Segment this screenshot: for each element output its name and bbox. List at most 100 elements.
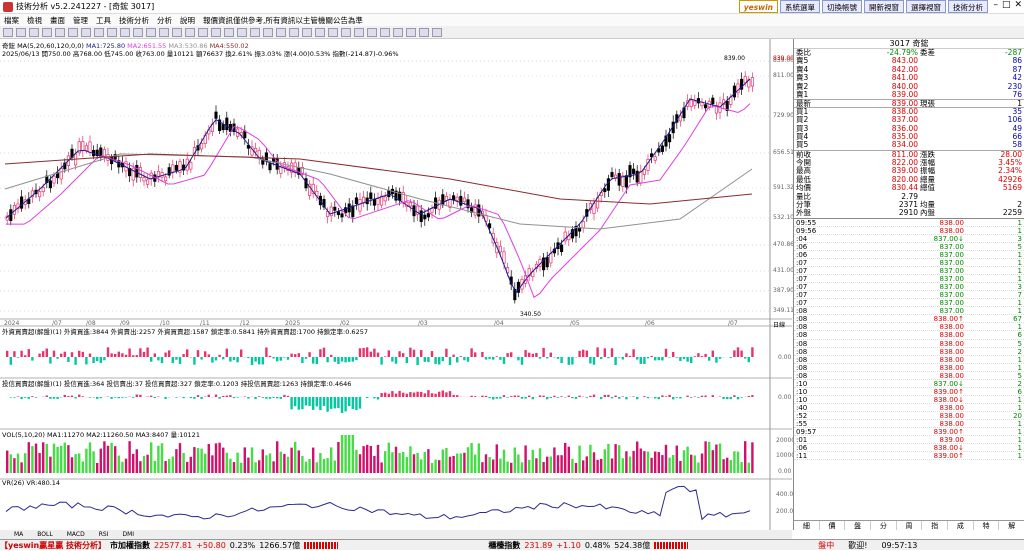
technical-analysis-button[interactable]: 技術分析 — [948, 0, 988, 13]
quote-tab[interactable]: 分 — [871, 521, 897, 530]
quote-tab[interactable]: 價 — [820, 521, 846, 530]
tab-macd[interactable]: MACD — [67, 531, 85, 538]
tick-price: 837.00 — [838, 299, 964, 306]
tab-ma[interactable]: MA — [14, 531, 23, 538]
foreign-bar — [92, 357, 94, 363]
trust-bar — [136, 395, 138, 397]
volume-bar — [53, 444, 55, 473]
candle-body — [60, 168, 62, 179]
toolbar-button-icon[interactable] — [302, 28, 312, 37]
chart-area[interactable]: 奇鋐 MA(5,20,60,120,0,0) MA1:725.80 MA2:65… — [0, 39, 792, 530]
tick-time: :07 — [794, 259, 838, 266]
foreign-bar — [416, 357, 418, 365]
toolbar-button-icon[interactable] — [237, 28, 247, 37]
toolbar-button-icon[interactable] — [68, 28, 78, 37]
quote-tab[interactable]: 盤 — [845, 521, 871, 530]
candle-body — [139, 167, 141, 177]
toolbar-button-icon[interactable] — [276, 28, 286, 37]
candle-body — [704, 105, 706, 108]
candlestick-chart[interactable] — [0, 39, 792, 530]
foreign-bar — [128, 348, 130, 357]
tick-row: :08 838.00 2 — [794, 348, 1024, 356]
toolbar-button-icon[interactable] — [133, 28, 143, 37]
tick-price: 838.00 — [838, 340, 964, 347]
toolbar-button-icon[interactable] — [107, 28, 117, 37]
low-label: 340.50 — [520, 311, 541, 318]
menu-help[interactable]: 說明 — [180, 15, 195, 26]
toolbar-button-icon[interactable] — [3, 28, 13, 37]
select-window-button[interactable]: 選擇視窗 — [906, 0, 946, 13]
volume-bar — [596, 460, 598, 473]
toolbar-button-icon[interactable] — [432, 28, 442, 37]
toolbar-button-icon[interactable] — [172, 28, 182, 37]
volume-bar — [474, 455, 476, 473]
maximize-icon[interactable]: □ — [1002, 0, 1011, 10]
new-window-button[interactable]: 開新視窗 — [864, 0, 904, 13]
toolbar-button-icon[interactable] — [81, 28, 91, 37]
bid-row[interactable]: 買5 834.00 58 — [794, 141, 1024, 149]
tab-dmi[interactable]: DMI — [122, 531, 134, 538]
foreign-bar — [319, 349, 321, 357]
toolbar-button-icon[interactable] — [406, 28, 416, 37]
menu-manage[interactable]: 管理 — [73, 15, 88, 26]
toolbar-button-icon[interactable] — [367, 28, 377, 37]
toolbar-button-icon[interactable] — [42, 28, 52, 37]
toolbar-button-icon[interactable] — [289, 28, 299, 37]
tick-price: 837.00 — [838, 291, 964, 298]
quote-tab[interactable]: 解 — [999, 521, 1024, 530]
toolbar-button-icon[interactable] — [198, 28, 208, 37]
toolbar-button-icon[interactable] — [419, 28, 429, 37]
ask-book: 賣5 843.00 86 賣4 842.00 87 賣3 841.00 42 賣… — [794, 57, 1024, 99]
quote-tab[interactable]: 成 — [948, 521, 974, 530]
menu-analysis[interactable]: 分析 — [157, 15, 172, 26]
switch-account-button[interactable]: 切換帳號 — [822, 0, 862, 13]
toolbar-button-icon[interactable] — [380, 28, 390, 37]
foreign-bar — [629, 356, 631, 357]
trust-bar — [550, 397, 552, 398]
toolbar-button-icon[interactable] — [250, 28, 260, 37]
menu-tech[interactable]: 技術分析 — [119, 15, 149, 26]
menu-view[interactable]: 檢視 — [27, 15, 42, 26]
volume-bar — [60, 446, 62, 473]
menu-screen[interactable]: 畫面 — [50, 15, 65, 26]
quote-tab[interactable]: 指 — [922, 521, 948, 530]
foreign-bar — [712, 351, 714, 357]
toolbar-button-icon[interactable] — [393, 28, 403, 37]
toolbar-button-icon[interactable] — [55, 28, 65, 37]
menu-tools[interactable]: 工具 — [96, 15, 111, 26]
toolbar-button-icon[interactable] — [146, 28, 156, 37]
close-icon[interactable]: ✕ — [1014, 0, 1022, 10]
toolbar-button-icon[interactable] — [185, 28, 195, 37]
trust-bar — [575, 397, 577, 399]
quote-tab[interactable]: 特 — [974, 521, 1000, 530]
foreign-bar — [622, 357, 624, 360]
quote-tab[interactable]: 細 — [794, 521, 820, 530]
toolbar-button-icon[interactable] — [120, 28, 130, 37]
tab-rsi[interactable]: RSI — [99, 531, 109, 538]
tab-boll[interactable]: BOLL — [37, 531, 52, 538]
tick-list[interactable]: 09:55 838.00 1 09:56 838.00 1 :04 837.00… — [794, 218, 1024, 460]
toolbar-button-icon[interactable] — [224, 28, 234, 37]
volume-bar — [150, 442, 152, 473]
toolbar-button-icon[interactable] — [159, 28, 169, 37]
otc-change: +1.10 — [556, 541, 581, 550]
minimize-icon[interactable]: – — [993, 0, 998, 10]
quote-tab[interactable]: 周 — [897, 521, 923, 530]
volume-bar — [269, 453, 271, 473]
menu-file[interactable]: 檔案 — [4, 15, 19, 26]
toolbar-button-icon[interactable] — [354, 28, 364, 37]
toolbar-button-icon[interactable] — [315, 28, 325, 37]
toolbar-button-icon[interactable] — [341, 28, 351, 37]
tick-volume: 1 — [964, 259, 1022, 266]
toolbar-button-icon[interactable] — [94, 28, 104, 37]
toolbar-button-icon[interactable] — [211, 28, 221, 37]
trust-bar — [586, 397, 588, 398]
toolbar-button-icon[interactable] — [16, 28, 26, 37]
toolbar-button-icon[interactable] — [328, 28, 338, 37]
trust-bar — [276, 397, 278, 398]
toolbar-button-icon[interactable] — [29, 28, 39, 37]
toolbar-button-icon[interactable] — [263, 28, 273, 37]
ask-row[interactable]: 賣1 839.00 76 — [794, 91, 1024, 99]
volume-bar — [366, 445, 368, 473]
system-menu-button[interactable]: 系統選單 — [780, 0, 820, 13]
